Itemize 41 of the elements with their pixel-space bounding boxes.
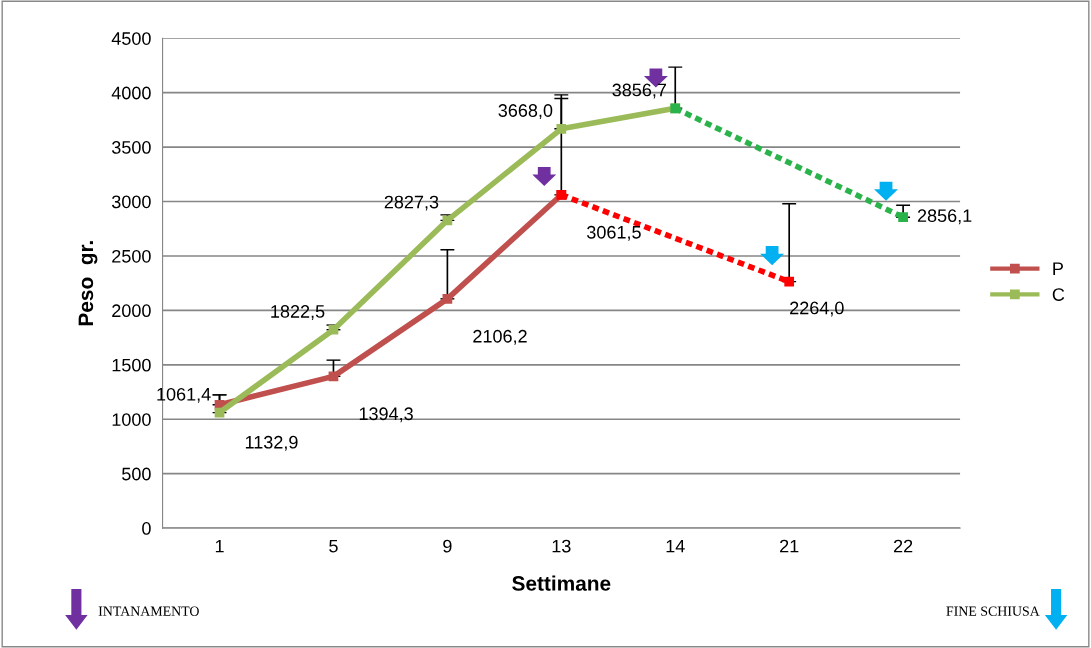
x-axis-title: Settimane xyxy=(512,575,611,591)
y-axis-title: Peso gr. xyxy=(78,241,98,326)
text: INTANAMENTO xyxy=(98,606,199,616)
point xyxy=(442,215,453,226)
point xyxy=(784,276,795,287)
y-tick-label: 4500 xyxy=(111,32,151,45)
data-label: 2106,2 xyxy=(473,329,527,345)
point xyxy=(556,123,567,134)
data-label: 1394,3 xyxy=(359,407,413,423)
y-tick-label: 3500 xyxy=(111,141,151,154)
y-tick-label: 2000 xyxy=(112,304,151,318)
data-label: 2827,3 xyxy=(384,195,439,211)
legend-label: P xyxy=(1053,262,1063,275)
x-tick-label: 22 xyxy=(893,539,913,553)
point xyxy=(328,324,339,335)
legend-label: C xyxy=(1052,288,1065,301)
data-label: 2856,1 xyxy=(917,209,972,225)
point xyxy=(442,293,453,304)
y-tick-label: 1000 xyxy=(112,413,151,426)
x-tick-label: 13 xyxy=(552,539,571,553)
data-label: 1061,4 xyxy=(157,387,211,403)
text: FINE SCHIUSA xyxy=(946,606,1040,616)
point xyxy=(328,371,339,382)
y-tick-label: 2500 xyxy=(112,249,151,263)
x-tick-label: 9 xyxy=(443,539,452,553)
data-label: 3856,7 xyxy=(612,83,667,99)
y-tick-label: 4000 xyxy=(111,86,151,100)
data-label: 3668,0 xyxy=(498,104,553,120)
data-label: 1822,5 xyxy=(271,305,325,320)
x-tick-label: 5 xyxy=(329,539,338,553)
x-tick-label: 1 xyxy=(215,539,224,553)
y-tick-label: 0 xyxy=(142,522,151,535)
x-tick-label: 21 xyxy=(780,539,799,553)
y-tick-label: 500 xyxy=(122,467,151,481)
point xyxy=(898,212,908,223)
data-label: 1132,9 xyxy=(245,435,298,451)
x-tick-label: 14 xyxy=(666,539,685,553)
data-label: 2264,0 xyxy=(790,301,844,317)
y-tick-label: 3000 xyxy=(111,195,151,209)
data-label: 3061,5 xyxy=(587,225,641,241)
y-tick-label: 1500 xyxy=(112,358,151,372)
